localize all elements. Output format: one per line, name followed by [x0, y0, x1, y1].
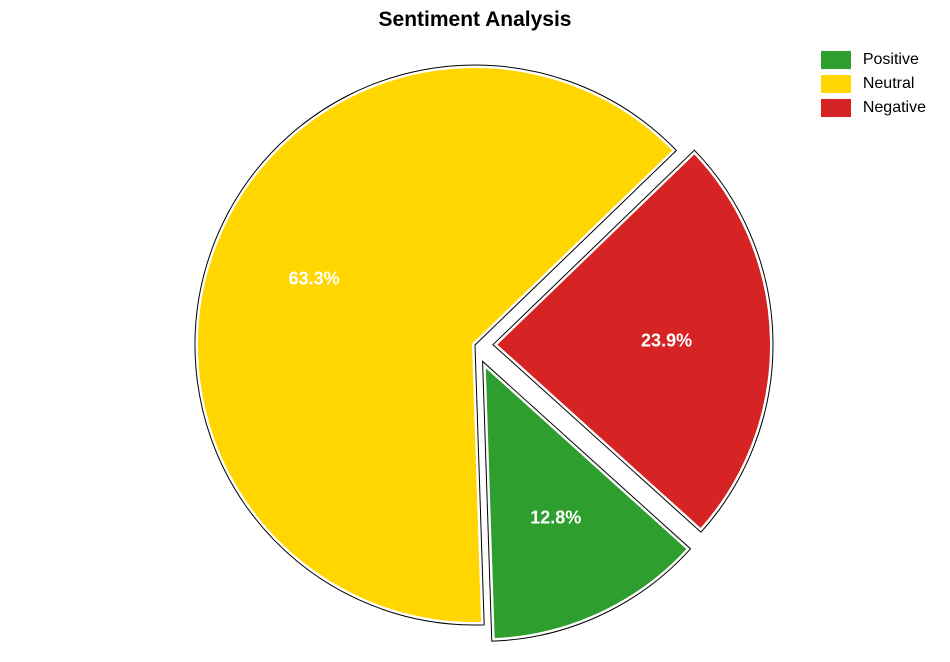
legend-swatch	[821, 75, 851, 93]
legend-item-negative: Negative	[821, 96, 926, 120]
pie-slice-label-neutral: 63.3%	[289, 269, 340, 289]
pie-slice-label-positive: 12.8%	[530, 508, 581, 528]
legend-item-positive: Positive	[821, 48, 926, 72]
legend-swatch	[821, 51, 851, 69]
pie-svg: 63.3% 12.8% 23.9%	[0, 0, 950, 662]
pie-slice-label-negative: 23.9%	[641, 330, 692, 350]
legend-label: Negative	[863, 99, 926, 117]
legend-label: Neutral	[863, 75, 915, 93]
legend-label: Positive	[863, 51, 919, 69]
legend-swatch	[821, 99, 851, 117]
legend: Positive Neutral Negative	[821, 48, 926, 120]
legend-item-neutral: Neutral	[821, 72, 926, 96]
sentiment-pie-chart: Sentiment Analysis 63.3%12.8%23.9% Posit…	[0, 0, 950, 662]
